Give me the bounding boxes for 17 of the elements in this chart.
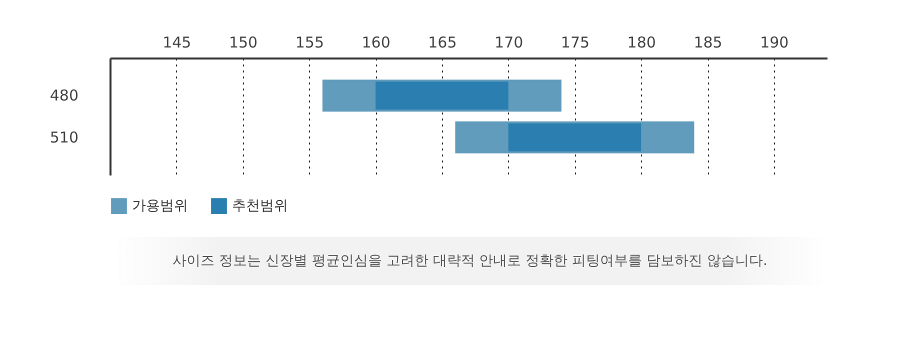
x-tick-label: 145 [162, 34, 192, 52]
x-tick-label: 165 [428, 34, 457, 52]
x-tick-label: 160 [362, 34, 390, 52]
x-tick-label: 185 [694, 34, 722, 52]
x-tick-label: 170 [494, 34, 524, 52]
x-tick-label: 190 [760, 34, 789, 52]
text: 사이즈 정보는 신장별 평균인심을 고려한 대략적 안내로 정확한 피팅여부를 담보하진 않습니다. [110, 237, 830, 285]
x-tick-label: 155 [295, 34, 324, 52]
y-tick-label: 510 [50, 128, 78, 146]
legend-label: 가용범위 [132, 198, 188, 214]
x-tick-label: 175 [560, 34, 590, 52]
y-tick-label: 480 [50, 86, 78, 105]
legend-label: 추천범위 [232, 198, 288, 214]
x-tick-label: 150 [228, 34, 258, 52]
bar [376, 82, 508, 110]
x-tick-label: 180 [627, 34, 656, 52]
bar [508, 123, 642, 152]
